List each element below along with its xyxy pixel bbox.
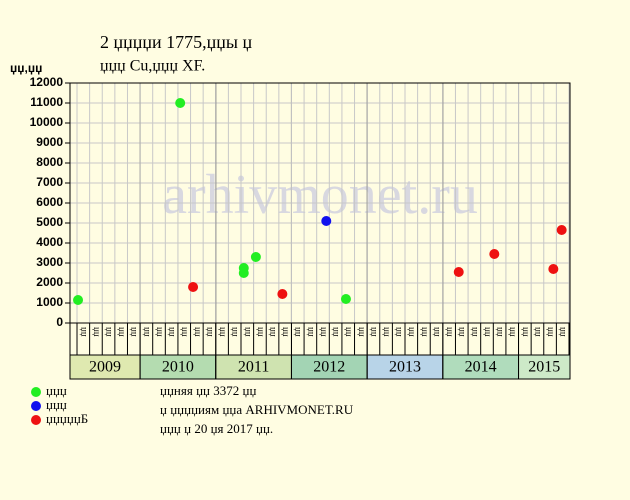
period-label: џџ: [559, 327, 569, 337]
y-tick-label: 8000: [36, 155, 63, 169]
period-label: џџ: [420, 327, 430, 337]
note: џ џџџџиям џџа ARHIVMONET.RU: [160, 402, 354, 417]
year-label: 2009: [89, 359, 121, 376]
period-label: џџ: [155, 327, 165, 337]
legend-marker: [31, 387, 41, 397]
chart-subtitle: џџџ Cu,џџџ XF.: [100, 58, 205, 75]
point: [277, 289, 288, 299]
y-tick-label: 0: [56, 315, 63, 329]
period-label: џџ: [180, 327, 190, 337]
period-label: џџ: [168, 327, 178, 337]
point: [556, 225, 567, 235]
period-label: џџ: [117, 327, 127, 337]
year-label: 2014: [465, 359, 497, 376]
period-label: џџ: [319, 327, 329, 337]
y-axis-label: џџ,џџ: [10, 61, 42, 75]
point: [321, 216, 332, 226]
period-label: џџ: [268, 327, 278, 337]
period-label: џџ: [231, 327, 241, 337]
period-label: џџ: [306, 327, 316, 337]
y-tick-label: 2000: [36, 275, 63, 289]
point: [453, 267, 464, 277]
period-label: џџ: [142, 327, 152, 337]
y-tick-label: 3000: [36, 255, 63, 269]
note: џџняя џџ 3372 џџ: [160, 383, 256, 398]
period-label: џџ: [332, 327, 342, 337]
legend-label: џџџ: [46, 397, 67, 412]
period-label: џџ: [521, 327, 531, 337]
period-label: џџ: [205, 327, 215, 337]
period-label: џџ: [218, 327, 228, 337]
period-label: џџ: [395, 327, 405, 337]
period-label: џџ: [407, 327, 417, 337]
point: [73, 295, 84, 305]
period-label: џџ: [458, 327, 468, 337]
period-label: џџ: [79, 327, 89, 337]
period-label: џџ: [470, 327, 480, 337]
period-label: џџ: [344, 327, 354, 337]
year-label: 2012: [313, 359, 345, 376]
period-frame: [69, 322, 571, 356]
y-tick-label: 5000: [36, 215, 63, 229]
y-tick-label: 1000: [36, 295, 63, 309]
point: [548, 264, 559, 274]
year-label: 2011: [238, 359, 269, 376]
point: [188, 282, 199, 292]
year-band: [215, 354, 292, 380]
point: [489, 249, 500, 259]
period-label: џџ: [256, 327, 266, 337]
year-label: 2010: [162, 359, 194, 376]
period-label: џџ: [243, 327, 253, 337]
period-label: џџ: [382, 327, 392, 337]
period-label: џџ: [483, 327, 493, 337]
year-label: 2015: [528, 359, 560, 376]
period-label: џџ: [281, 327, 291, 337]
y-tick-label: 6000: [36, 195, 63, 209]
year-label: 2013: [389, 359, 421, 376]
legend-marker: [31, 401, 41, 411]
period-label: џџ: [508, 327, 518, 337]
period-label: џџ: [294, 327, 304, 337]
legend-label: џџџ: [46, 383, 67, 398]
point: [175, 98, 186, 108]
legend-label: џџџџџБ: [46, 411, 88, 426]
period-label: џџ: [369, 327, 379, 337]
period-label: џџ: [130, 327, 140, 337]
point: [340, 294, 351, 304]
point: [250, 252, 261, 262]
watermark: arhivmonet.ru: [162, 164, 478, 226]
note: џџџ џ 20 џя 2017 џџ.: [160, 421, 273, 436]
year-band: [442, 354, 520, 380]
y-tick-label: 10000: [30, 115, 64, 129]
point: [238, 268, 249, 278]
y-tick-label: 12000: [30, 75, 64, 89]
period-label: џџ: [546, 327, 556, 337]
period-label: џџ: [533, 327, 543, 337]
y-tick-label: 11000: [30, 95, 63, 109]
chart-title: 2 џџџџи 1775,џџы џ: [100, 32, 253, 52]
y-tick-label: 7000: [36, 175, 63, 189]
period-label: џџ: [445, 327, 455, 337]
y-tick-label: 9000: [36, 135, 63, 149]
legend-marker: [31, 415, 41, 425]
y-tick-label: 4000: [36, 235, 63, 249]
period-label: џџ: [193, 327, 203, 337]
period-label: џџ: [92, 327, 102, 337]
period-label: џџ: [357, 327, 367, 337]
period-label: џџ: [432, 327, 442, 337]
period-label: џџ: [104, 327, 114, 337]
period-label: џџ: [496, 327, 506, 337]
